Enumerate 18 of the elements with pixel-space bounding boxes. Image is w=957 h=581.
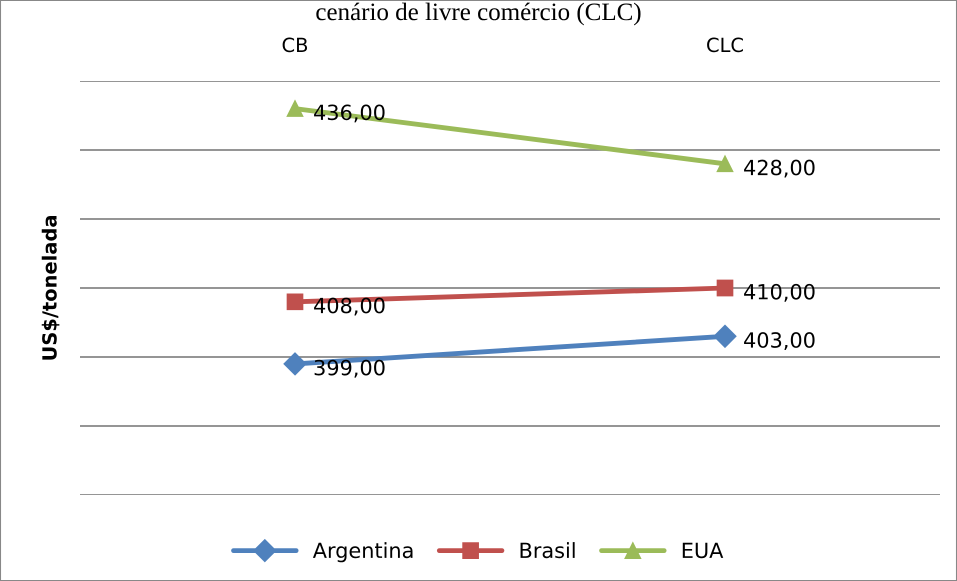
- legend-label: Argentina: [312, 542, 412, 562]
- legend-label: Brasil: [520, 542, 575, 558]
- data-label: 428,00: [744, 160, 815, 178]
- data-label: 399,00: [314, 360, 385, 378]
- point: [716, 155, 734, 172]
- point: [286, 293, 304, 310]
- y-axis-title: US$/tonelada: [42, 216, 60, 360]
- point: [716, 280, 734, 296]
- data-label: 410,00: [744, 284, 815, 302]
- chart-title: cenário de livre comércio (CLC): [316, 2, 641, 26]
- data-label: 403,00: [744, 332, 815, 350]
- x-tick-label: CB: [282, 38, 308, 52]
- point: [714, 324, 736, 348]
- legend-label: EUA: [682, 542, 724, 558]
- point: [284, 352, 306, 376]
- point: [286, 100, 304, 117]
- x-tick-label: CLC: [707, 38, 743, 52]
- data-label: 408,00: [314, 298, 385, 316]
